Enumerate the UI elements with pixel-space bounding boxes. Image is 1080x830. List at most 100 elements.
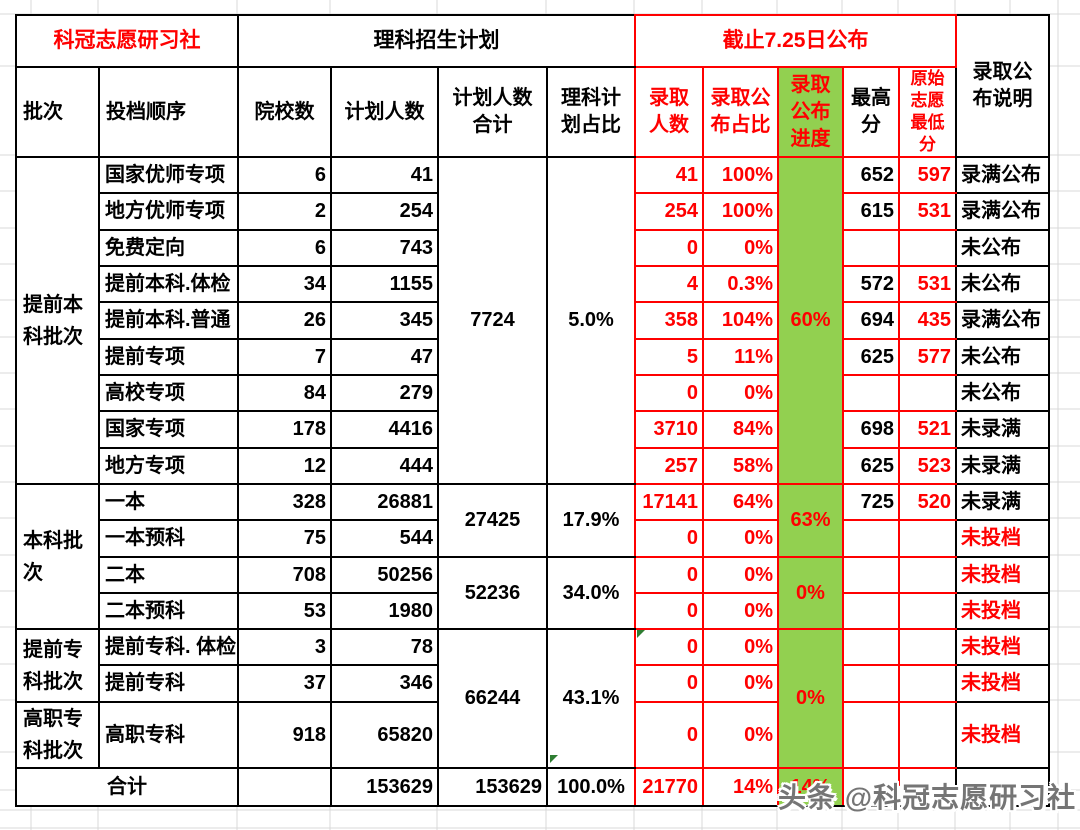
brand-cell: 科冠志愿研习社 bbox=[15, 14, 239, 68]
schools-cell: 6 bbox=[237, 229, 332, 268]
order-cell: 提前专科 bbox=[98, 664, 239, 704]
max-score-cell: 652 bbox=[842, 156, 900, 195]
min-score-cell bbox=[897, 229, 958, 268]
admit-share-cell: 0.3% bbox=[702, 265, 779, 304]
plan-share-cell: 34.0% bbox=[546, 556, 636, 631]
note-cell: 未投档 bbox=[955, 556, 1051, 595]
plan-cell: 26881 bbox=[330, 483, 439, 522]
plan-cell: 50256 bbox=[330, 556, 439, 595]
table-row: 提前本科批次 国家优师专项 6 41 7724 5.0% 41 100% 60%… bbox=[15, 156, 1051, 486]
schools-cell: 178 bbox=[237, 410, 332, 450]
min-score-cell: 435 bbox=[897, 301, 958, 341]
admit-share-cell: 0% bbox=[702, 664, 779, 704]
plan-cell: 4416 bbox=[330, 410, 439, 450]
table-row: 高职专科批次 高职专科 918 65820 0 0% 未投档 bbox=[15, 701, 1051, 770]
total-note-cell bbox=[955, 767, 1051, 808]
plan-cell: 346 bbox=[330, 664, 439, 704]
schools-cell: 37 bbox=[237, 664, 332, 704]
min-score-cell: 531 bbox=[897, 265, 958, 304]
total-label-cell: 合计 bbox=[15, 767, 239, 808]
table-row: 合计 153629 153629 100.0% 21770 14% 14% bbox=[15, 767, 1051, 808]
admit-share-cell: 0% bbox=[702, 592, 779, 631]
order-cell: 高校专项 bbox=[98, 374, 239, 413]
table-row: 国家专项 178 4416 3710 84% 698 521 未录满 bbox=[16, 410, 1051, 450]
table-row: 一本预科 75 544 0 0% 未投档 bbox=[16, 519, 1051, 559]
note-cell: 未投档 bbox=[955, 592, 1051, 631]
admitted-cell: 17141 bbox=[634, 483, 704, 522]
plan-cell: 279 bbox=[330, 374, 439, 413]
table-row: 提前本科.普通 26 345 358 104% 694 435 录满公布 bbox=[16, 301, 1051, 341]
batch-cell: 提前专科批次 bbox=[15, 628, 100, 704]
table-row: 提前专科 37 346 0 0% 未投档 bbox=[16, 664, 1051, 704]
admission-plan-table: 科冠志愿研习社 理科招生计划 截止7.25日公布 录取公布说明 批次 投档顺序 … bbox=[15, 13, 1051, 808]
min-score-cell: 520 bbox=[897, 483, 958, 522]
admit-share-cell: 100% bbox=[702, 156, 779, 195]
min-score-cell: 597 bbox=[897, 156, 958, 195]
table-row: 免费定向 6 743 0 0% 未公布 bbox=[16, 229, 1051, 268]
total-plan-share-cell: 100.0% bbox=[546, 767, 636, 808]
admit-share-cell: 0% bbox=[702, 229, 779, 268]
max-score-cell: 694 bbox=[842, 301, 900, 341]
min-score-cell bbox=[897, 556, 958, 595]
total-schools-cell bbox=[237, 767, 332, 808]
table-row: 地方专项 12 444 257 58% 625 523 未录满 bbox=[16, 447, 1051, 486]
admit-share-cell: 0% bbox=[702, 374, 779, 413]
schools-cell: 918 bbox=[237, 701, 332, 770]
note-cell: 录满公布 bbox=[955, 192, 1051, 232]
order-cell: 一本预科 bbox=[98, 519, 239, 559]
schools-cell: 12 bbox=[237, 447, 332, 486]
plan-total-cell: 7724 bbox=[437, 156, 548, 486]
min-score-cell bbox=[897, 374, 958, 413]
progress-column-header: 录取公布进度 bbox=[777, 65, 844, 159]
plan-total-cell: 66244 bbox=[437, 628, 548, 770]
note-cell: 未录满 bbox=[955, 483, 1051, 522]
watermark: 头条 @科冠志愿研习社 bbox=[778, 782, 1077, 813]
min-score-cell bbox=[897, 592, 958, 631]
table-row: 提前专项 7 47 5 11% 625 577 未公布 bbox=[16, 338, 1051, 377]
plan-cell: 78 bbox=[330, 628, 439, 667]
admit-share-cell: 58% bbox=[702, 447, 779, 486]
error-check-triangle bbox=[637, 630, 645, 638]
plan-cell: 444 bbox=[330, 447, 439, 486]
schools-cell: 75 bbox=[237, 519, 332, 559]
admitted-cell: 0 bbox=[634, 556, 704, 595]
plan-share-column-header: 理科计划占比 bbox=[546, 65, 636, 159]
admitted-cell: 0 bbox=[634, 374, 704, 413]
max-score-cell bbox=[842, 628, 900, 667]
schools-cell: 708 bbox=[237, 556, 332, 595]
min-score-cell bbox=[897, 664, 958, 704]
batch-column-header: 批次 bbox=[15, 65, 100, 159]
min-score-cell bbox=[897, 519, 958, 559]
admit-share-cell: 0% bbox=[702, 519, 779, 559]
admitted-cell: 0 bbox=[634, 701, 704, 770]
progress-cell: 0% bbox=[777, 628, 844, 770]
min-score-cell: 531 bbox=[897, 192, 958, 232]
admit-share-cell: 0% bbox=[702, 628, 779, 667]
schools-column-header: 院校数 bbox=[237, 65, 332, 159]
total-progress-cell: 14% bbox=[777, 767, 844, 808]
note-cell: 未公布 bbox=[955, 374, 1051, 413]
order-column-header: 投档顺序 bbox=[98, 65, 239, 159]
order-cell: 地方优师专项 bbox=[98, 192, 239, 232]
max-score-cell bbox=[842, 519, 900, 559]
max-score-cell bbox=[842, 701, 900, 770]
admitted-cell: 0 bbox=[634, 229, 704, 268]
min-score-cell bbox=[897, 628, 958, 667]
max-score-cell bbox=[842, 556, 900, 595]
admitted-cell: 41 bbox=[634, 156, 704, 195]
total-plan-cell: 153629 bbox=[330, 767, 439, 808]
progress-cell: 63% bbox=[777, 483, 844, 559]
order-cell: 一本 bbox=[98, 483, 239, 522]
max-score-cell: 572 bbox=[842, 265, 900, 304]
plan-total-column-header: 计划人数合计 bbox=[437, 65, 548, 159]
table-row: 提前专科批次 提前专科. 体检 3 78 66244 43.1% 0 0% 0%… bbox=[15, 628, 1051, 770]
max-score-cell bbox=[842, 374, 900, 413]
plan-cell: 47 bbox=[330, 338, 439, 377]
plan-cell: 1980 bbox=[330, 592, 439, 631]
plan-cell: 345 bbox=[330, 301, 439, 341]
schools-cell: 6 bbox=[237, 156, 332, 195]
plan-share-cell: 5.0% bbox=[546, 156, 636, 486]
max-score-cell: 725 bbox=[842, 483, 900, 522]
order-cell: 国家专项 bbox=[98, 410, 239, 450]
